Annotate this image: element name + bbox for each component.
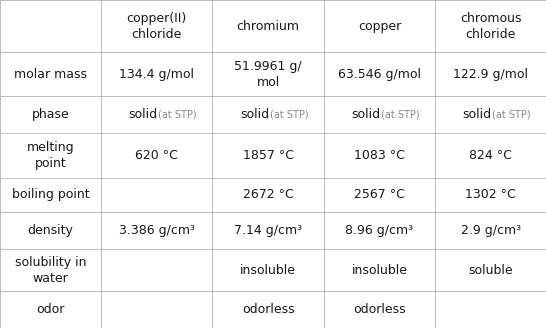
Text: insoluble: insoluble (352, 264, 407, 277)
Text: molar mass: molar mass (14, 68, 87, 81)
Text: odor: odor (37, 303, 64, 316)
Text: odorless: odorless (242, 303, 294, 316)
Text: 2.9 g/cm³: 2.9 g/cm³ (460, 224, 521, 237)
Text: (at STP): (at STP) (492, 110, 531, 120)
Text: solid: solid (462, 108, 491, 121)
Text: chromous
chloride: chromous chloride (460, 11, 521, 41)
Text: insoluble: insoluble (240, 264, 296, 277)
Text: (at STP): (at STP) (381, 110, 419, 120)
Text: 63.546 g/mol: 63.546 g/mol (338, 68, 421, 81)
Text: solid: solid (351, 108, 381, 121)
Text: (at STP): (at STP) (158, 110, 197, 120)
Text: 2672 °C: 2672 °C (243, 188, 293, 201)
Text: 122.9 g/mol: 122.9 g/mol (453, 68, 528, 81)
Text: solid: solid (240, 108, 269, 121)
Text: 3.386 g/cm³: 3.386 g/cm³ (118, 224, 195, 237)
Text: 51.9961 g/
mol: 51.9961 g/ mol (234, 60, 302, 89)
Text: solubility in
water: solubility in water (15, 256, 86, 285)
Text: copper: copper (358, 20, 401, 32)
Text: 1302 °C: 1302 °C (465, 188, 516, 201)
Text: 134.4 g/mol: 134.4 g/mol (119, 68, 194, 81)
Text: 7.14 g/cm³: 7.14 g/cm³ (234, 224, 302, 237)
Text: solid: solid (128, 108, 158, 121)
Text: odorless: odorless (353, 303, 406, 316)
Text: 1857 °C: 1857 °C (242, 149, 294, 162)
Text: density: density (27, 224, 74, 237)
Text: soluble: soluble (468, 264, 513, 277)
Text: 8.96 g/cm³: 8.96 g/cm³ (346, 224, 413, 237)
Text: 2567 °C: 2567 °C (354, 188, 405, 201)
Text: 824 °C: 824 °C (469, 149, 512, 162)
Text: chromium: chromium (236, 20, 300, 32)
Text: copper(II)
chloride: copper(II) chloride (127, 11, 187, 41)
Text: 620 °C: 620 °C (135, 149, 178, 162)
Text: (at STP): (at STP) (270, 110, 308, 120)
Text: melting
point: melting point (27, 141, 74, 170)
Text: boiling point: boiling point (11, 188, 90, 201)
Text: 1083 °C: 1083 °C (354, 149, 405, 162)
Text: phase: phase (32, 108, 69, 121)
